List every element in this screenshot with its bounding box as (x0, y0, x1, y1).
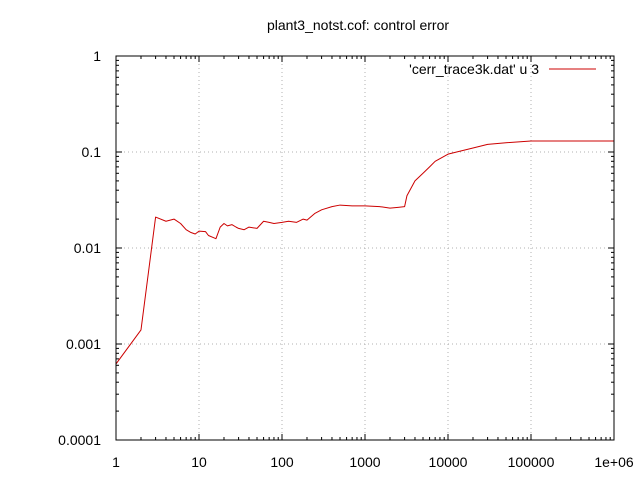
tick-labels: 1 10 100 1000 10000 100000 1e+06 0.0001 0.001 0.0… (58, 48, 634, 470)
y-tick-label: 0.0001 (58, 432, 101, 448)
x-tick-label: 1000 (349, 454, 380, 470)
x-tick-label: 100 (270, 454, 294, 470)
y-tick-label: 1 (93, 48, 101, 64)
x-tick-label: 10000 (429, 454, 468, 470)
y-tick-label: 0.001 (66, 336, 101, 352)
y-tick-label: 0.01 (74, 240, 101, 256)
x-tick-label: 10 (191, 454, 207, 470)
legend-label: 'cerr_trace3k.dat' u 3 (409, 61, 539, 77)
x-tick-label: 1e+06 (594, 454, 634, 470)
series-layer (115, 140, 614, 365)
x-tick-label: 1 (112, 454, 120, 470)
y-tick-label: 0.1 (82, 144, 102, 160)
grid-lines (116, 56, 614, 440)
x-tick-label: 100000 (508, 454, 555, 470)
chart-title: plant3_notst.cof: control error (267, 17, 449, 33)
series-line (115, 140, 614, 365)
legend: 'cerr_trace3k.dat' u 3 (409, 61, 596, 77)
plot-border (115, 55, 615, 441)
